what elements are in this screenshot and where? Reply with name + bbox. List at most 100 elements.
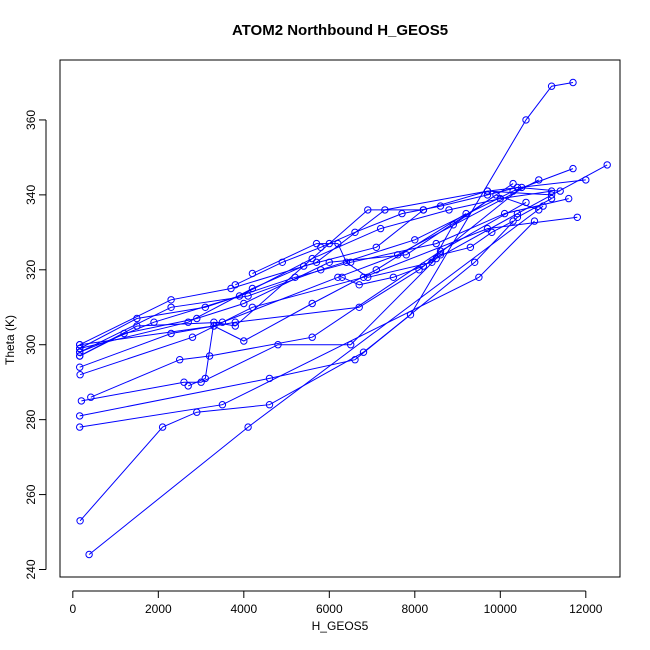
- data-point: [274, 341, 282, 349]
- x-tick-label: 4000: [230, 602, 257, 616]
- data-point: [184, 318, 192, 326]
- data-point: [565, 194, 573, 203]
- data-point: [180, 378, 188, 386]
- data-point: [483, 191, 492, 199]
- data-point: [522, 116, 530, 124]
- data-point: [201, 374, 210, 383]
- data-point: [419, 262, 428, 270]
- data-point: [167, 296, 175, 304]
- data-point: [603, 161, 611, 169]
- data-point: [231, 318, 240, 326]
- data-point: [547, 191, 556, 199]
- series-lines: [79, 82, 608, 555]
- data-point: [205, 352, 214, 360]
- data-point: [248, 303, 257, 311]
- series-line: [79, 190, 552, 349]
- data-point: [278, 258, 286, 266]
- data-point: [120, 329, 128, 338]
- data-point: [372, 243, 380, 252]
- data-point: [513, 209, 522, 218]
- data-point: [483, 187, 492, 195]
- series-line: [79, 168, 574, 353]
- data-point: [76, 363, 84, 371]
- data-point: [522, 198, 530, 207]
- data-point: [244, 423, 252, 431]
- data-point: [492, 191, 500, 199]
- data-point: [364, 206, 372, 214]
- data-point: [436, 251, 445, 259]
- data-point: [133, 314, 141, 323]
- data-point: [312, 239, 321, 248]
- data-point: [248, 284, 257, 293]
- data-point: [300, 262, 308, 270]
- series-line: [79, 82, 574, 522]
- data-point: [184, 382, 192, 390]
- data-point: [355, 303, 363, 311]
- series-line: [90, 201, 527, 398]
- data-point: [176, 356, 184, 364]
- data-point: [483, 224, 492, 233]
- data-point: [359, 348, 368, 356]
- data-point: [76, 348, 84, 356]
- data-point: [197, 378, 205, 386]
- x-tick-label: 0: [69, 602, 76, 616]
- data-point: [573, 213, 581, 222]
- data-point: [87, 393, 95, 401]
- data-point: [210, 318, 218, 326]
- data-point: [535, 176, 543, 184]
- data-point: [76, 352, 84, 360]
- data-point: [569, 164, 577, 173]
- data-point: [338, 273, 346, 281]
- x-tick-label: 6000: [316, 602, 343, 616]
- data-point: [513, 183, 522, 192]
- y-axis: 240 260 280 300 320 340 360: [24, 110, 47, 580]
- plot-frame: [59, 59, 621, 578]
- x-tick-label: 10000: [484, 602, 518, 616]
- data-point: [509, 217, 517, 225]
- data-point: [193, 314, 201, 323]
- data-point: [381, 206, 389, 214]
- data-point: [235, 292, 244, 300]
- data-point: [406, 311, 415, 319]
- data-point: [150, 318, 158, 326]
- data-point: [462, 209, 470, 218]
- data-point: [530, 217, 539, 225]
- series-line: [79, 190, 552, 353]
- series-points: [76, 78, 611, 559]
- data-point: [428, 258, 436, 266]
- data-point: [76, 423, 84, 431]
- data-point: [535, 206, 543, 214]
- y-tick-label: 340: [24, 185, 38, 205]
- data-point: [193, 408, 201, 416]
- data-point: [76, 517, 84, 525]
- data-point: [445, 206, 453, 214]
- data-point: [547, 82, 556, 90]
- data-point: [359, 273, 368, 281]
- data-point: [210, 322, 218, 330]
- data-point: [167, 329, 175, 338]
- series-line: [79, 187, 523, 368]
- data-point: [556, 187, 564, 195]
- y-axis-label: Theta (K): [3, 315, 17, 365]
- data-point: [342, 258, 351, 266]
- series-line: [341, 220, 514, 286]
- data-point: [539, 202, 547, 210]
- data-point: [308, 254, 316, 263]
- series-line: [79, 183, 514, 357]
- data-point: [488, 228, 496, 237]
- data-point: [231, 322, 240, 330]
- data-point: [419, 206, 428, 214]
- data-point: [351, 228, 359, 237]
- data-point: [509, 179, 517, 188]
- data-point: [76, 341, 84, 349]
- data-point: [509, 187, 517, 195]
- data-point: [547, 187, 556, 195]
- x-tick-label: 2000: [145, 602, 172, 616]
- series-line: [88, 205, 544, 555]
- data-point: [355, 281, 363, 289]
- data-point: [227, 284, 235, 293]
- series-line: [235, 186, 561, 286]
- data-point: [158, 423, 167, 431]
- data-point: [394, 251, 402, 259]
